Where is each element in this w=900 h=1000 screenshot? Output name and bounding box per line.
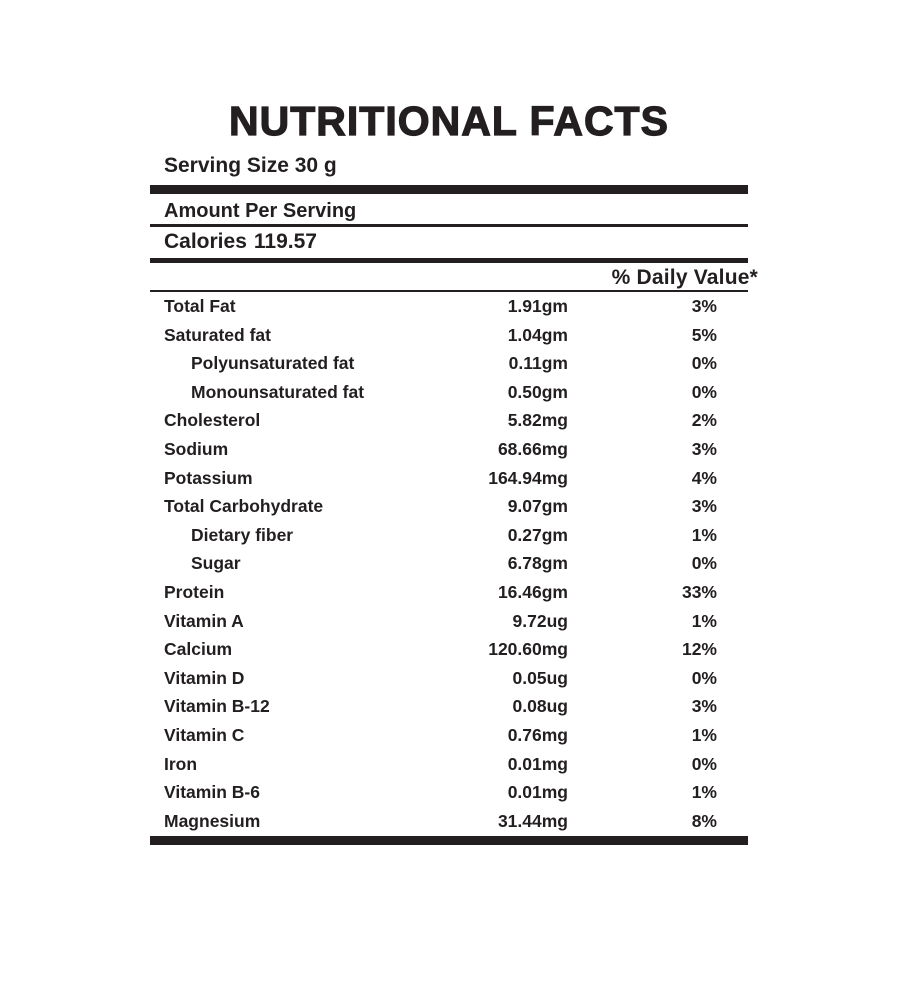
- separator-line-thin: [150, 224, 748, 227]
- nutrient-amount: 1.91gm: [507, 296, 568, 316]
- nutrient-amount: 0.08ug: [512, 696, 568, 717]
- nutrient-daily-value: 0%: [691, 353, 717, 374]
- nutrient-daily-value: 3%: [691, 296, 717, 316]
- calories-value: 119.57: [253, 229, 317, 253]
- nutrient-row: Protein 16.46gm 33%: [150, 578, 748, 607]
- nutrient-row: Potassium 164.94mg 4%: [150, 464, 748, 493]
- nutrient-name: Monounsaturated fat: [191, 381, 365, 402]
- nutrient-name: Vitamin A: [164, 610, 244, 631]
- nutrient-row: Calcium 120.60mg 12%: [150, 635, 748, 664]
- nutrient-amount: 0.01mg: [507, 782, 568, 803]
- nutrient-amount: 1.04gm: [507, 324, 568, 345]
- nutrient-amount: 5.82mg: [507, 410, 568, 431]
- nutrient-rows: Total Fat 1.91gm 3% Saturated fat 1.04gm…: [150, 292, 748, 835]
- nutrient-daily-value: 3%: [691, 496, 717, 517]
- nutrient-daily-value: 5%: [691, 324, 717, 345]
- nutrient-daily-value: 12%: [681, 639, 717, 660]
- nutrient-daily-value: 1%: [691, 782, 717, 803]
- nutrient-daily-value: 8%: [691, 810, 717, 831]
- separator-bar-medium: [150, 257, 748, 263]
- nutrient-name: Vitamin C: [164, 724, 245, 745]
- nutrient-row: Vitamin D 0.05ug 0%: [150, 664, 748, 693]
- nutrient-row: Saturated fat 1.04gm 5%: [150, 321, 748, 350]
- nutrient-amount: 0.05ug: [512, 667, 568, 688]
- nutrient-amount: 31.44mg: [497, 810, 568, 831]
- nutrient-amount: 9.07gm: [507, 496, 568, 517]
- nutrient-name: Sodium: [164, 438, 229, 459]
- nutrient-row: Total Carbohydrate 9.07gm 3%: [150, 492, 748, 521]
- amount-per-serving-heading: Amount Per Serving: [164, 200, 357, 222]
- nutrient-row: Vitamin B-6 0.01mg 1%: [150, 778, 748, 807]
- nutrient-name: Saturated fat: [164, 324, 271, 345]
- nutrient-name: Total Fat: [164, 296, 236, 316]
- nutrient-row: Magnesium 31.44mg 8%: [150, 807, 748, 836]
- nutrient-amount: 164.94mg: [488, 467, 568, 488]
- nutrient-amount: 0.27gm: [507, 524, 568, 545]
- daily-value-header: % Daily Value*: [611, 265, 758, 289]
- separator-bar-thick-bottom: [150, 836, 748, 846]
- serving-size: Serving Size 30 g: [164, 154, 337, 177]
- nutrient-row: Total Fat 1.91gm 3%: [150, 292, 748, 321]
- nutrient-amount: 0.01mg: [507, 753, 568, 774]
- nutrient-row: Vitamin C 0.76mg 1%: [150, 721, 748, 750]
- nutrient-name: Dietary fiber: [191, 524, 294, 545]
- nutrient-daily-value: 1%: [691, 524, 717, 545]
- separator-line-thin: [150, 289, 748, 292]
- nutrient-amount: 0.50gm: [507, 381, 568, 402]
- nutrient-row: Sugar 6.78gm 0%: [150, 549, 748, 578]
- nutrient-name: Magnesium: [164, 810, 261, 831]
- nutrient-row: Vitamin A 9.72ug 1%: [150, 607, 748, 636]
- nutrition-facts-label: NUTRITIONAL FACTS Serving Size 30 g Amou…: [150, 97, 758, 846]
- nutrient-daily-value: 1%: [691, 610, 717, 631]
- nutrient-daily-value: 3%: [691, 438, 717, 459]
- nutrient-daily-value: 0%: [691, 553, 717, 574]
- nutrient-name: Cholesterol: [164, 410, 261, 431]
- nutrient-daily-value: 0%: [691, 667, 717, 688]
- nutrient-amount: 9.72ug: [512, 610, 568, 631]
- nutrient-name: Vitamin B-12: [164, 696, 270, 717]
- nutrient-name: Sugar: [191, 553, 241, 574]
- nutrient-daily-value: 1%: [691, 724, 717, 745]
- nutrient-row: Polyunsaturated fat 0.11gm 0%: [150, 349, 748, 378]
- nutrient-row: Iron 0.01mg 0%: [150, 750, 748, 779]
- nutrient-amount: 16.46gm: [497, 581, 568, 602]
- nutrient-daily-value: 33%: [681, 581, 717, 602]
- nutrient-row: Dietary fiber 0.27gm 1%: [150, 521, 748, 550]
- nutrient-amount: 6.78gm: [507, 553, 568, 574]
- separator-bar-thick-top: [150, 185, 748, 194]
- nutrient-name: Vitamin B-6: [164, 782, 260, 803]
- nutrient-daily-value: 2%: [691, 410, 717, 431]
- nutrient-daily-value: 3%: [691, 696, 717, 717]
- nutrient-row: Monounsaturated fat 0.50gm 0%: [150, 378, 748, 407]
- nutrient-name: Calcium: [164, 639, 233, 660]
- nutrient-row: Vitamin B-12 0.08ug 3%: [150, 692, 748, 721]
- nutrient-row: Cholesterol 5.82mg 2%: [150, 406, 748, 435]
- nutrient-daily-value: 0%: [691, 381, 717, 402]
- nutrient-name: Protein: [164, 581, 225, 602]
- nutrient-daily-value: 4%: [691, 467, 717, 488]
- calories-label: Calories: [164, 229, 247, 253]
- nutrient-name: Total Carbohydrate: [164, 496, 324, 517]
- nutrient-name: Vitamin D: [164, 667, 245, 688]
- nutrient-name: Potassium: [164, 467, 253, 488]
- nutrient-amount: 0.11gm: [508, 353, 568, 374]
- nutrient-name: Polyunsaturated fat: [191, 353, 355, 374]
- label-title: NUTRITIONAL FACTS: [228, 97, 669, 144]
- nutrient-amount: 0.76mg: [507, 724, 568, 745]
- calories-row: Calories 119.57: [150, 230, 748, 254]
- nutrient-daily-value: 0%: [691, 753, 717, 774]
- nutrient-name: Iron: [164, 753, 198, 774]
- nutrient-amount: 120.60mg: [488, 639, 568, 660]
- nutrient-amount: 68.66mg: [497, 438, 568, 459]
- nutrient-row: Sodium 68.66mg 3%: [150, 435, 748, 464]
